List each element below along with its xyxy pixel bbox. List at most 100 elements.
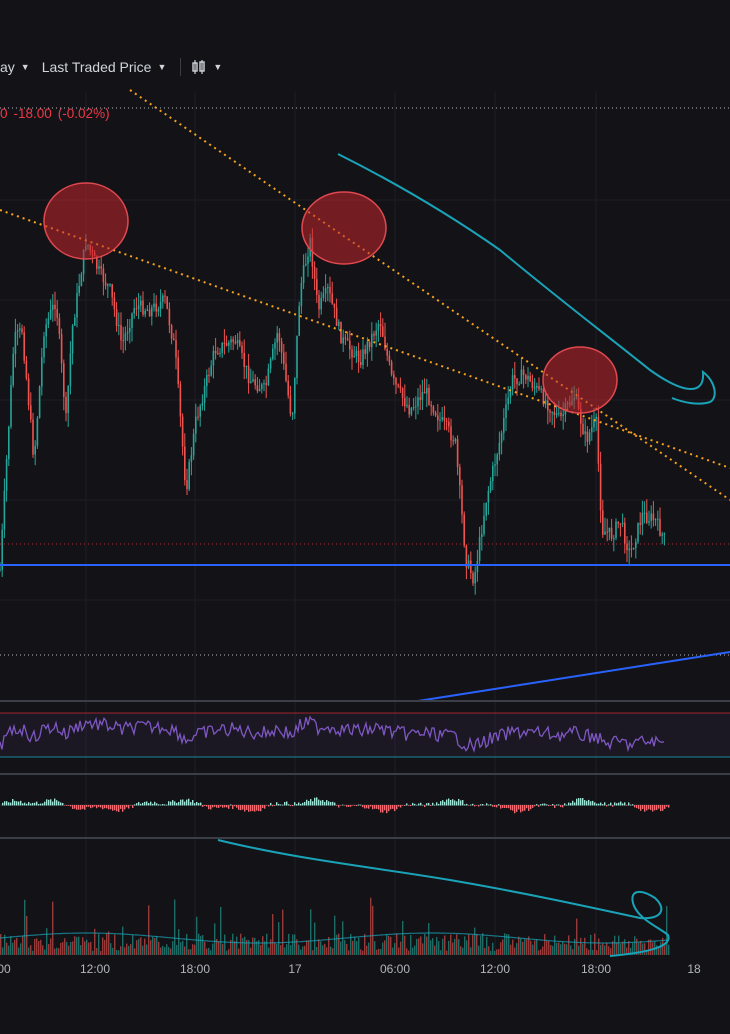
candle-body: [632, 547, 635, 550]
candle-body: [377, 324, 380, 331]
volume-bar: [600, 944, 602, 955]
volume-bar: [398, 947, 400, 955]
volume-bar: [650, 939, 652, 955]
histogram-bar: [262, 805, 264, 808]
volume-bar: [590, 934, 592, 955]
volume-bar: [88, 942, 90, 955]
candle-body: [652, 513, 655, 521]
candle-body: [558, 412, 560, 414]
chart-style-button[interactable]: ▼: [191, 59, 222, 75]
candle-body: [419, 397, 421, 400]
volume-bar: [428, 923, 430, 955]
candle-body: [58, 317, 61, 335]
histogram-bar: [188, 798, 190, 806]
interval-selector[interactable]: ay ▼: [0, 59, 30, 75]
volume-bar: [516, 943, 518, 955]
candle-body: [335, 307, 338, 326]
candle-body: [641, 513, 644, 525]
candle-body: [146, 309, 149, 311]
candle-body: [197, 416, 199, 418]
candle-body: [49, 309, 52, 319]
histogram-bar: [548, 805, 550, 807]
histogram-bar: [40, 803, 42, 806]
candle-body: [426, 387, 428, 394]
volume-bar: [390, 936, 392, 955]
candle-body: [285, 363, 287, 381]
volume-bar: [666, 906, 668, 955]
volume-bar: [634, 936, 636, 955]
candle-body: [74, 317, 76, 326]
histogram-bar: [212, 805, 214, 808]
volume-bar: [660, 942, 662, 955]
volume-bar: [8, 945, 10, 955]
volume-bar: [300, 949, 302, 955]
volume-bar: [158, 941, 160, 955]
histogram-bar: [332, 801, 334, 806]
histogram-bar: [610, 802, 612, 806]
histogram-bar: [552, 804, 554, 806]
volume-bar: [228, 949, 230, 955]
candle-body: [657, 518, 659, 520]
volume-bar: [488, 946, 490, 955]
volume-bar: [362, 950, 364, 955]
histogram-bar: [132, 805, 134, 808]
volume-bar: [50, 938, 52, 955]
histogram-bar: [590, 801, 592, 806]
candle-body: [562, 414, 564, 417]
volume-bar: [118, 950, 120, 955]
candle-body: [100, 266, 102, 269]
histogram-bar: [136, 803, 138, 806]
candle-body: [624, 522, 626, 544]
volume-bar: [54, 948, 56, 955]
candle-body: [111, 284, 113, 298]
volume-bar: [178, 929, 180, 955]
histogram-bar: [272, 805, 274, 807]
volume-bar: [370, 897, 372, 955]
histogram-bar: [36, 801, 38, 806]
histogram-bar: [296, 803, 298, 806]
candle-body: [582, 423, 584, 435]
volume-bar: [584, 937, 586, 955]
volume-bar: [20, 943, 22, 955]
candle-body: [410, 407, 413, 415]
volume-bar: [200, 935, 202, 955]
price-type-selector[interactable]: Last Traded Price ▼: [42, 59, 167, 75]
histogram-bar: [140, 803, 142, 806]
volume-bar: [496, 949, 498, 955]
histogram-bar: [440, 801, 442, 806]
volume-bar: [480, 935, 482, 955]
candle-body: [133, 308, 135, 314]
volume-bar: [524, 938, 526, 955]
volume-bar: [238, 948, 240, 955]
candle-body: [0, 569, 1, 571]
volume-bar: [392, 947, 394, 955]
candle-body: [254, 379, 256, 386]
candle-body: [166, 296, 168, 309]
candle-body: [375, 330, 377, 336]
volume-bar: [388, 935, 390, 955]
histogram-bar: [336, 805, 338, 806]
volume-bar: [294, 934, 296, 955]
volume-bar: [404, 935, 406, 955]
candle-body: [225, 343, 228, 346]
candle-body: [175, 340, 177, 358]
candle-body: [661, 533, 663, 536]
volume-bar: [360, 949, 362, 955]
volume-bar: [42, 945, 44, 955]
volume-bar: [212, 943, 214, 955]
volume-bar: [534, 940, 536, 955]
volume-bar: [38, 941, 40, 955]
histogram-bar: [534, 805, 536, 807]
histogram-bar: [646, 805, 648, 811]
volume-bar: [268, 947, 270, 955]
volume-bar: [204, 941, 206, 955]
volume-bar: [356, 941, 358, 955]
histogram-bar: [276, 802, 278, 806]
candle-body: [430, 404, 432, 407]
volume-bar: [222, 943, 224, 955]
candle-body: [230, 339, 232, 343]
x-axis-label: 00: [0, 962, 11, 976]
histogram-bar: [462, 800, 464, 806]
candle-body: [214, 350, 217, 354]
